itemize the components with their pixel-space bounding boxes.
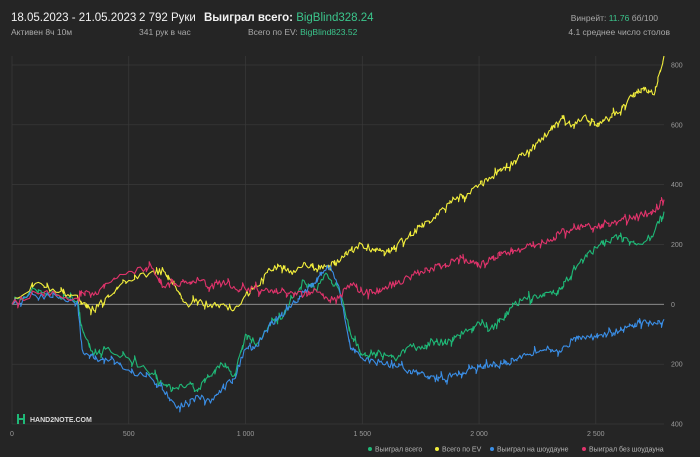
legend-label: Выиграл на шоудауне	[497, 447, 569, 454]
x-tick-label: 2 000	[470, 431, 488, 438]
y-tick-label: 600	[671, 122, 683, 129]
x-tick-label: 2 500	[587, 431, 605, 438]
x-tick-label: 0	[10, 431, 14, 438]
series-line	[11, 211, 665, 393]
won-total: Выиграл всего: BigBlind328.24	[204, 12, 374, 24]
legend-swatch	[435, 447, 439, 451]
won-total-label: Выиграл всего:	[204, 12, 293, 24]
winrate-unit: бб/100	[631, 13, 658, 23]
series-lines	[11, 55, 665, 413]
hands-per-hour: 341 рук в час	[139, 27, 191, 37]
profit-chart: 400 200 0 200 400 600 800 0 500 1 000 1 500 2 000 2 …	[10, 55, 683, 454]
legend-swatch	[582, 447, 586, 451]
x-tick-label: 500	[123, 431, 135, 438]
ev-value: BigBlind823.52	[300, 27, 358, 37]
winrate: Винрейт: 11.76 бб/100	[571, 13, 658, 23]
series-line	[11, 264, 665, 413]
ev-total: Всего по EV: BigBlind823.52	[248, 27, 357, 37]
legend-item: Выиграл всего	[368, 447, 422, 454]
legend-label: Всего по EV	[442, 447, 482, 454]
grid	[11, 56, 664, 425]
legend-label: Выиграл всего	[375, 447, 422, 454]
legend-item: Выиграл без шоудауна	[582, 446, 664, 454]
active-time: Активен 8ч 10м	[11, 27, 73, 37]
legend: Выиграл всего Всего по EV Выиграл на шоуда…	[368, 446, 664, 454]
legend-swatch	[490, 447, 494, 451]
y-tick-label: 200	[671, 242, 683, 249]
y-tick-label: 0	[671, 302, 675, 309]
hands-count: 2 792 Руки	[139, 12, 196, 24]
stats-header: 18.05.2023 - 21.05.2023 Активен 8ч 10м 2…	[0, 0, 700, 44]
logo: HAND2NOTE.COM	[17, 414, 92, 424]
legend-swatch	[368, 447, 372, 451]
logo-text: HAND2NOTE.COM	[30, 417, 92, 424]
y-tick-label: 200	[671, 362, 683, 369]
series-line	[11, 55, 665, 316]
legend-item: Выиграл на шоудауне	[490, 447, 569, 454]
date-range: 18.05.2023 - 21.05.2023	[11, 12, 137, 24]
axes: 400 200 0 200 400 600 800 0 500 1 000 1 500 2 000 2 …	[10, 62, 683, 438]
y-tick-label: 800	[671, 62, 683, 69]
won-total-value: BigBlind328.24	[296, 12, 374, 24]
y-tick-label: 400	[671, 182, 683, 189]
y-tick-label: 400	[671, 422, 683, 429]
legend-item: Всего по EV	[435, 447, 482, 454]
x-tick-label: 1 000	[237, 431, 255, 438]
winrate-label: Винрейт:	[570, 13, 607, 23]
x-tick-label: 1 500	[354, 431, 372, 438]
ev-label: Всего по EV:	[248, 27, 298, 37]
series-line	[11, 197, 665, 309]
winrate-value: 11.76	[608, 13, 630, 23]
legend-label: Выиграл без шоудауна	[589, 446, 664, 454]
logo-bar-mid	[17, 418, 25, 420]
avg-tables: 4.1 среднее число столов	[568, 27, 670, 37]
